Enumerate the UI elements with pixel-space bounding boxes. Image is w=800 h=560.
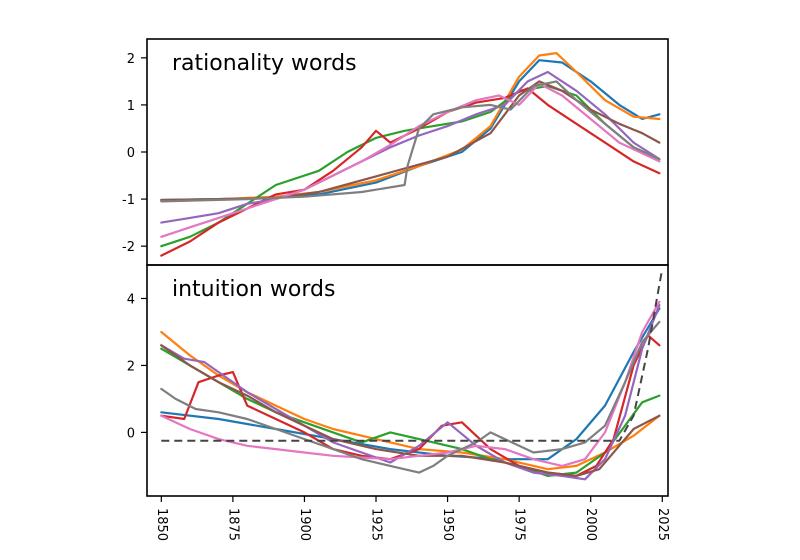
rationality-y-tick-label: 0 xyxy=(127,146,135,161)
rationality-y-tick-label: -1 xyxy=(122,193,135,208)
rationality-series-line-8 xyxy=(160,80,661,203)
rationality-y-tick-label: 1 xyxy=(127,99,135,114)
rationality-series-line-5 xyxy=(160,70,661,224)
intuition-x-tick-label: 1950 xyxy=(440,508,455,541)
intuition-series-line-2 xyxy=(160,330,661,471)
intuition-x-tick-label: 1975 xyxy=(512,508,527,541)
intuition-panel-title: intuition words xyxy=(172,277,335,302)
intuition-panel: 4 2 0 1850 1875 1900 1925 1950 1975 2000 2025 int… xyxy=(127,264,670,541)
intuition-x-tick-label: 2025 xyxy=(655,508,670,541)
intuition-y-tick-label: 4 xyxy=(127,292,135,307)
intuition-y-tick-label: 2 xyxy=(127,359,135,374)
intuition-series-line-7 xyxy=(160,300,661,467)
rationality-y-tick-label: -2 xyxy=(122,240,135,255)
intuition-x-tick-label: 1900 xyxy=(297,508,312,541)
intuition-x-tick-label: 1925 xyxy=(369,508,384,541)
intuition-series-line-8 xyxy=(160,320,661,474)
intuition-y-tick-label: 0 xyxy=(127,426,135,441)
intuition-reference-dashed-line xyxy=(161,268,664,442)
intuition-x-tick-label: 1875 xyxy=(225,508,240,541)
rationality-panel: 2 1 0 -1 -2 rationality words xyxy=(122,38,669,266)
intuition-series-line-5 xyxy=(160,304,661,481)
rationality-y-tick-label: 2 xyxy=(127,52,135,67)
rationality-series-line-7 xyxy=(160,82,661,238)
intuition-x-tick-label: 2000 xyxy=(583,508,598,541)
intuition-x-tick-label: 1850 xyxy=(154,508,169,541)
rationality-panel-title: rationality words xyxy=(172,51,357,76)
intuition-series-line-4 xyxy=(160,334,661,477)
intuition-plot-frame xyxy=(146,264,669,497)
rationality-series-line-6 xyxy=(160,80,661,202)
